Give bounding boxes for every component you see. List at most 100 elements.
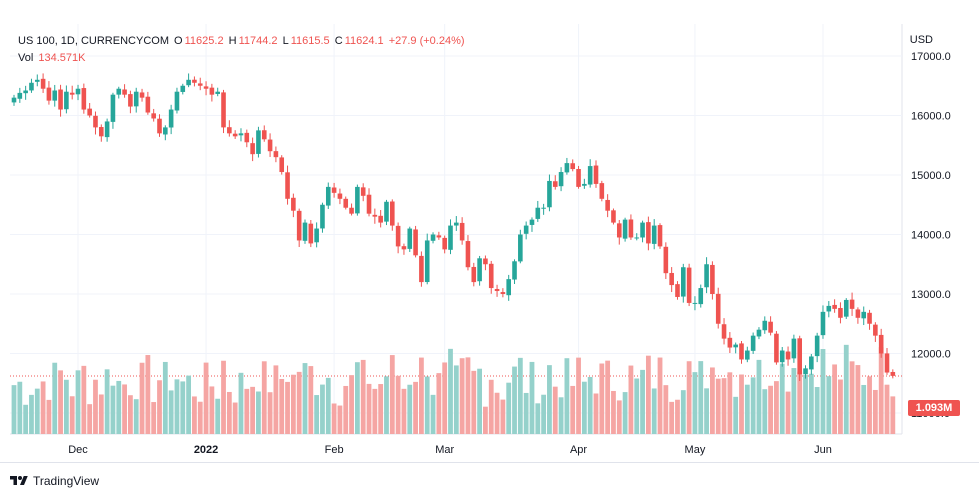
x-tick-label: May <box>685 444 706 456</box>
candle-body <box>331 187 337 193</box>
volume-bar <box>570 385 576 434</box>
candle-body <box>378 215 383 223</box>
volume-bar <box>523 392 529 434</box>
x-tick-label: Dec <box>68 444 88 456</box>
x-tick-label: Mar <box>435 444 454 456</box>
candle-body <box>343 198 349 208</box>
candle-body <box>419 255 424 283</box>
volume-bar <box>756 359 762 434</box>
volume-bar <box>779 363 785 434</box>
candle-body <box>855 309 861 318</box>
volume-bar <box>343 385 349 434</box>
low-label: L <box>282 35 289 47</box>
volume-bar <box>541 394 547 434</box>
candle-body <box>471 266 477 283</box>
volume-bar <box>46 399 52 434</box>
volume-bar <box>244 388 250 434</box>
candle-body <box>809 356 814 370</box>
volume-bar <box>75 370 81 434</box>
volume-bar <box>611 390 616 434</box>
volume-bar <box>87 404 93 434</box>
volume-bar <box>890 396 896 434</box>
candle-body <box>861 311 867 319</box>
chart-area[interactable]: 17000.0 16000.0 15000.0 14000.0 13000.0 12000… <box>0 0 979 463</box>
volume-bar <box>389 355 395 434</box>
candle-body <box>366 194 372 214</box>
volume-bar <box>814 387 820 434</box>
currency-label: USD <box>909 34 933 46</box>
volume-bar <box>459 358 465 434</box>
volume-bar <box>657 357 663 434</box>
candle-body <box>314 228 319 243</box>
candle-body <box>739 343 744 360</box>
candle-body <box>448 225 453 250</box>
candle-body <box>238 133 244 136</box>
candle-body <box>145 96 151 113</box>
candle-body <box>285 172 290 199</box>
x-tick-label: 2022 <box>194 444 218 456</box>
candle-body <box>774 333 779 363</box>
y-tick-label: 15000.0 <box>911 170 951 182</box>
candlestick-chart[interactable]: 17000.0 16000.0 15000.0 14000.0 13000.0 12000… <box>0 0 979 463</box>
volume-bar <box>430 394 436 434</box>
candle-body <box>174 91 180 111</box>
volume-bar <box>535 403 541 434</box>
volume-bar <box>157 380 162 434</box>
symbol-label: US 100, 1D, CURRENCYCOM <box>18 35 169 47</box>
candle-body <box>582 183 587 186</box>
volume-bar <box>261 361 267 434</box>
candle-body <box>349 207 354 214</box>
volume-bar <box>168 390 174 434</box>
branding[interactable]: TradingView <box>10 472 99 490</box>
volume-bar <box>267 392 273 434</box>
y-tick-label: 14000.0 <box>911 230 951 242</box>
volume-bar <box>547 365 552 434</box>
candle-body <box>477 258 482 282</box>
volume-bar <box>52 362 58 434</box>
branding-label: TradingView <box>33 474 100 488</box>
volume-bar <box>826 376 832 434</box>
volume-bar <box>349 375 354 434</box>
volume-bar <box>442 362 448 434</box>
volume-bar <box>419 357 424 434</box>
y-tick-label: 13000.0 <box>911 289 951 301</box>
volume-bar <box>733 396 739 434</box>
volume-bar <box>221 360 226 434</box>
volume-bar <box>285 381 290 434</box>
candle-body <box>541 207 546 209</box>
candle-body <box>227 127 232 134</box>
volume-bar <box>197 401 203 434</box>
candle-body <box>721 324 727 339</box>
volume-bar <box>884 384 890 434</box>
candle-body <box>372 214 378 217</box>
candle-body <box>849 299 855 309</box>
volume-bar <box>494 392 500 434</box>
volume-bar <box>517 357 523 434</box>
y-tick-label: 12000.0 <box>911 349 951 361</box>
volume-bar <box>774 381 779 434</box>
volume-bar <box>739 374 744 434</box>
candle-body <box>651 225 657 244</box>
candle-body <box>616 223 622 238</box>
volume-bar <box>133 399 139 434</box>
volume-bar <box>314 395 320 434</box>
volume-bar <box>273 365 279 434</box>
candle-body <box>785 351 791 360</box>
candle-body <box>52 90 58 101</box>
candle-body <box>500 292 506 294</box>
volume-bar <box>110 385 116 434</box>
volume-bar <box>878 347 884 434</box>
candle-body <box>523 225 529 234</box>
candle-body <box>750 335 756 351</box>
volume-bar <box>768 385 773 434</box>
candle-body <box>34 79 40 82</box>
volume-bar <box>675 399 680 434</box>
candle-body <box>122 89 127 95</box>
candle-body <box>273 151 279 158</box>
volume-bar <box>256 391 261 434</box>
volume-bar <box>250 386 256 434</box>
candle-body <box>564 163 570 173</box>
volume-bar <box>471 370 477 434</box>
candle-body <box>547 180 552 208</box>
candle-body <box>401 246 407 250</box>
